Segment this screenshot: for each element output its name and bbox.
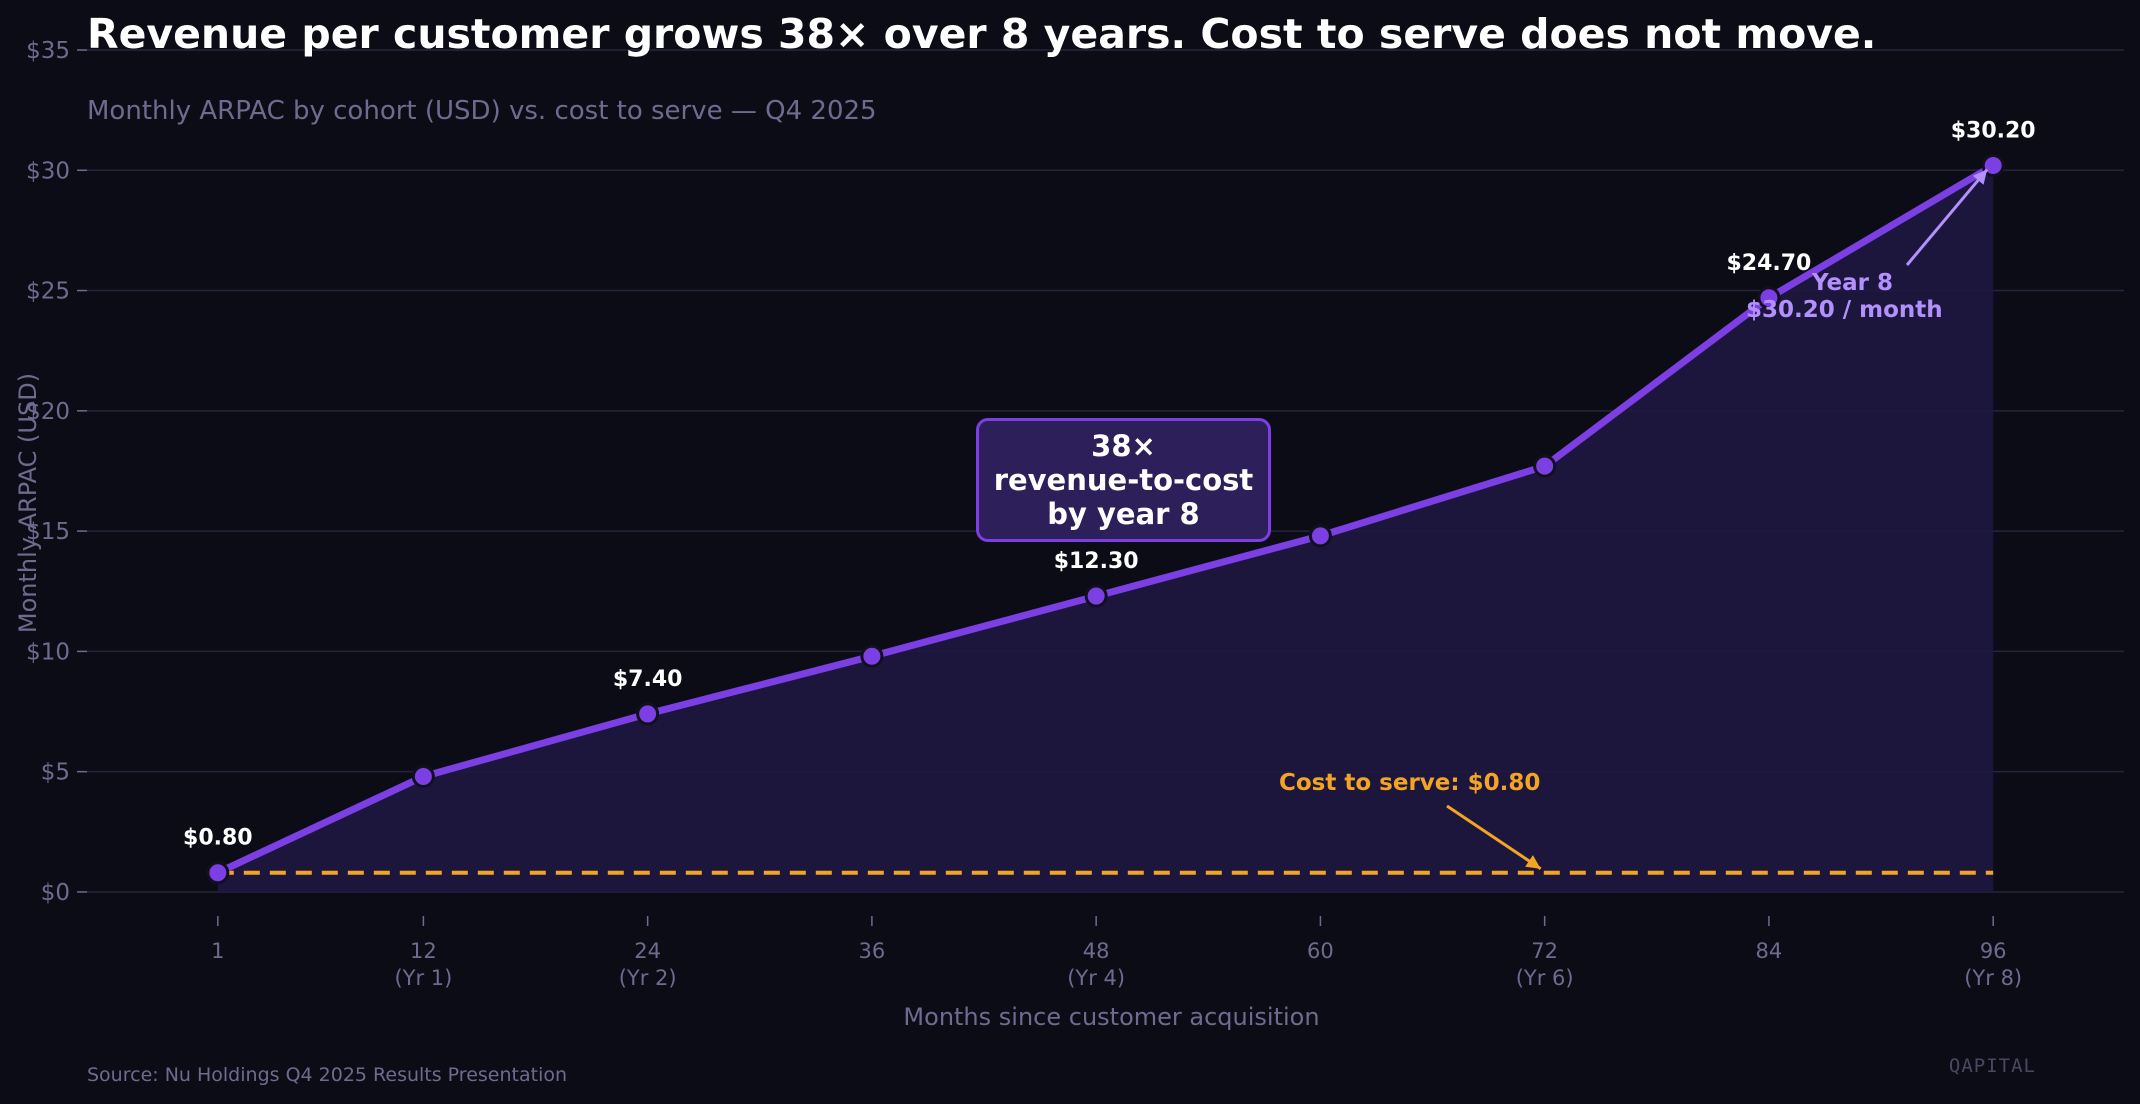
cost-annotation: Cost to serve: $0.80 xyxy=(1279,770,1541,796)
year8-annotation-line-1: Year 8 xyxy=(1812,270,1894,296)
x-tick-sublabel: (Yr 4) xyxy=(1067,966,1125,990)
y-tick-label: $15 xyxy=(26,519,70,545)
ratio-callout-box: 38× revenue-to-cost by year 8 xyxy=(976,418,1271,542)
data-point xyxy=(206,861,230,885)
x-tick-label: 1 xyxy=(211,939,224,963)
chart-title: Revenue per customer grows 38× over 8 ye… xyxy=(87,10,1877,58)
data-point xyxy=(1757,286,1781,310)
data-label: $24.70 xyxy=(1726,251,1811,276)
y-tick-label: $10 xyxy=(26,639,70,665)
x-axis-ticks: 1 12 (Yr 1) 24 (Yr 2) 36 48 (Yr 4) 60 72 (Yr 6) 84 9… xyxy=(211,916,2022,990)
y-axis-label: Monthly ARPAC (USD) xyxy=(14,373,42,633)
x-tick-label: 72 xyxy=(1531,939,1558,963)
x-tick-sublabel: (Yr 1) xyxy=(394,966,452,990)
callout-line-1: 38× xyxy=(1091,429,1156,463)
x-axis-label: Months since customer acquisition xyxy=(903,1003,1319,1031)
arpac-data-points xyxy=(206,153,2005,885)
y-tick-label: $0 xyxy=(41,880,70,906)
x-tick-label: 12 xyxy=(410,939,437,963)
data-label: $7.40 xyxy=(613,667,683,692)
source-note: Source: Nu Holdings Q4 2025 Results Pres… xyxy=(87,1064,568,1086)
year8-annotation: Year 8 $30.20 / month xyxy=(1746,270,1943,324)
y-tick-label: $35 xyxy=(26,38,70,64)
y-tick-label: $20 xyxy=(26,399,70,425)
data-label: $12.30 xyxy=(1054,549,1139,574)
x-tick-label: 24 xyxy=(634,939,661,963)
chart-subtitle: Monthly ARPAC by cohort (USD) vs. cost t… xyxy=(87,96,877,126)
data-point xyxy=(860,644,884,668)
data-point xyxy=(1533,454,1557,478)
x-tick-label: 84 xyxy=(1756,939,1783,963)
x-tick-label: 48 xyxy=(1083,939,1110,963)
x-tick-label: 36 xyxy=(859,939,886,963)
y-tick-label: $25 xyxy=(26,279,70,305)
brand-watermark: QAPITAL xyxy=(1948,1055,2036,1077)
callout-line-3: by year 8 xyxy=(1047,497,1200,531)
data-label: $30.20 xyxy=(1951,118,2036,143)
cost-arrow-head xyxy=(1525,855,1541,869)
data-label: $0.80 xyxy=(183,826,253,851)
year8-arrow xyxy=(1905,168,1989,266)
callout-line-2: revenue-to-cost xyxy=(993,463,1254,497)
data-point xyxy=(636,702,660,726)
year8-arrow-head xyxy=(1972,169,1988,185)
annotation-arrows xyxy=(1446,168,1989,870)
x-tick-sublabel: (Yr 8) xyxy=(1964,966,2022,990)
data-point xyxy=(1084,584,1108,608)
y-axis-ticks: $0 $5 $10 $15 $20 $25 $30 $35 xyxy=(26,38,87,906)
x-tick-sublabel: (Yr 6) xyxy=(1516,966,1574,990)
x-tick-label: 60 xyxy=(1307,939,1334,963)
x-tick-label: 96 xyxy=(1980,939,2007,963)
y-tick-label: $5 xyxy=(41,760,70,786)
data-point xyxy=(1308,524,1332,548)
arpac-data-labels: $0.80 $7.40 $12.30 $24.70 $30.20 xyxy=(183,118,2036,850)
cost-arrow xyxy=(1446,804,1542,870)
year8-annotation-line-2: $30.20 / month xyxy=(1746,297,1943,323)
x-tick-sublabel: (Yr 2) xyxy=(619,966,677,990)
y-tick-label: $30 xyxy=(26,158,70,184)
data-point xyxy=(411,764,435,788)
